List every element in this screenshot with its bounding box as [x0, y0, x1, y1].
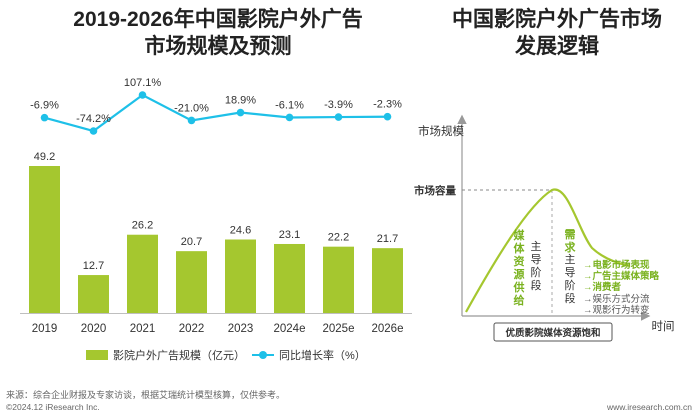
growth-label-2023: 18.9%	[225, 95, 256, 107]
phase1-note-char: 主	[531, 240, 542, 253]
phase2-note-char: 主	[565, 253, 576, 266]
right-diagram-title: 中国影院户外广告市场 发展逻辑	[432, 6, 682, 60]
legend-line-label: 同比增长率（%）	[279, 350, 366, 362]
phase1-label-char: 供	[513, 280, 525, 294]
x-tick-2019: 2019	[32, 323, 58, 335]
right-title-line2: 发展逻辑	[515, 35, 599, 58]
bar-value-label-2024e: 23.1	[279, 229, 300, 241]
phase2-label-char: 求	[565, 240, 577, 254]
x-tick-2020: 2020	[81, 323, 107, 335]
bar-value-label-2021: 26.2	[132, 220, 153, 232]
left-chart-title: 2019-2026年中国影院户外广告 市场规模及预测	[18, 6, 418, 60]
growth-point-2026e	[383, 112, 392, 121]
bottom-box	[493, 322, 613, 342]
x-tick-2024e: 2024e	[274, 323, 306, 335]
bar-2019	[29, 166, 60, 313]
left-title-line1: 2019-2026年中国影院户外广告	[73, 8, 363, 31]
growth-point-2022	[187, 116, 196, 125]
x-tick-2023: 2023	[228, 323, 254, 335]
growth-label-2021: 107.1%	[124, 77, 162, 89]
market-growth-curve	[465, 188, 631, 313]
growth-label-2024e: -6.1%	[275, 99, 304, 111]
left-title-line2: 市场规模及预测	[144, 35, 292, 58]
bottom-box-label: 优质影院媒体资源饱和	[505, 327, 600, 339]
phase1-label-char: 资	[514, 254, 525, 268]
legend-bar: 影院户外广告规模（亿元）	[86, 347, 245, 363]
growth-label-2022: -21.0%	[174, 102, 209, 114]
growth-point-2023	[236, 108, 245, 117]
legend-line: 同比增长率（%）	[252, 347, 366, 363]
legend-bar-swatch	[86, 350, 108, 360]
phase2-label-char: 需	[565, 228, 576, 241]
growth-label-2020: -74.2%	[76, 113, 111, 125]
bar-value-label-2026e: 21.7	[377, 233, 398, 245]
bar-2021	[127, 234, 158, 313]
bar-2023	[225, 239, 256, 313]
phase1-note-char: 导	[531, 253, 542, 266]
right-title-line1: 中国影院户外广告市场	[452, 8, 662, 31]
phase1-note-char: 阶	[531, 265, 542, 279]
capacity-label: 市场容量	[414, 184, 456, 197]
phase1-label-char: 媒	[513, 228, 526, 242]
gray-driver-item: →观影行为转变	[583, 304, 650, 316]
phase1-label-char: 体	[514, 241, 526, 255]
growth-point-2021	[138, 91, 147, 99]
growth-label-2019: -6.9%	[30, 100, 59, 112]
bar-value-label-2019: 49.2	[34, 151, 55, 163]
bar-2025e	[323, 246, 354, 313]
x-tick-2025e: 2025e	[323, 323, 355, 335]
growth-label-2026e: -2.3%	[373, 99, 402, 111]
website: www.iresearch.com.cn	[606, 402, 692, 412]
legend-bar-label: 影院户外广告规模（亿元）	[113, 350, 245, 362]
x-tick-2021: 2021	[130, 323, 156, 335]
bar-2026e	[372, 248, 403, 313]
diagram-x-label: 时间	[652, 320, 675, 333]
source-note: 来源：综合企业财报及专家访谈，根据艾瑞统计模型核算，仅供参考。	[6, 390, 286, 400]
growth-point-2025e	[334, 113, 343, 121]
driver-item: →电影市场表现	[583, 259, 650, 271]
bar-value-label-2025e: 22.2	[328, 232, 349, 244]
bar-2022	[176, 251, 207, 313]
phase2-note-char: 阶	[565, 278, 576, 292]
driver-item: →消费者	[583, 281, 622, 293]
diagram-y-label: 市场规模	[418, 124, 464, 138]
right-logic-diagram: 市场规模时间市场容量媒体资源供给主导阶段需求主导阶段→电影市场表现→广告主媒体策…	[414, 114, 675, 342]
bar-value-label-2020: 12.7	[83, 260, 104, 272]
growth-label-2025e: -3.9%	[324, 99, 353, 111]
left-bar-line-chart: 49.2 2019 12.7 2020 26.2 2021 20.7 2022 24.6 2023…	[20, 77, 412, 335]
bar-value-label-2023: 24.6	[230, 225, 251, 237]
copyright: ©2024.12 iResearch Inc.	[6, 402, 100, 412]
phase2-note-char: 段	[565, 291, 576, 305]
legend-line-swatch	[252, 350, 274, 360]
growth-point-2019	[40, 113, 49, 122]
driver-item: →广告主媒体策略	[583, 270, 660, 282]
bar-2020	[78, 275, 109, 313]
bar-value-label-2022: 20.7	[181, 236, 202, 248]
gray-driver-item: →娱乐方式分流	[583, 293, 650, 305]
growth-rate-line	[44, 93, 388, 133]
phase2-note-char: 导	[565, 266, 576, 279]
growth-point-2024e	[285, 113, 294, 122]
phase1-label-char: 给	[514, 293, 525, 307]
x-tick-2026e: 2026e	[372, 323, 404, 335]
phase1-note-char: 段	[531, 278, 542, 292]
bar-2024e	[274, 243, 305, 313]
phase1-label-char: 源	[514, 267, 525, 281]
x-tick-2022: 2022	[179, 323, 205, 335]
growth-point-2020	[89, 127, 98, 135]
